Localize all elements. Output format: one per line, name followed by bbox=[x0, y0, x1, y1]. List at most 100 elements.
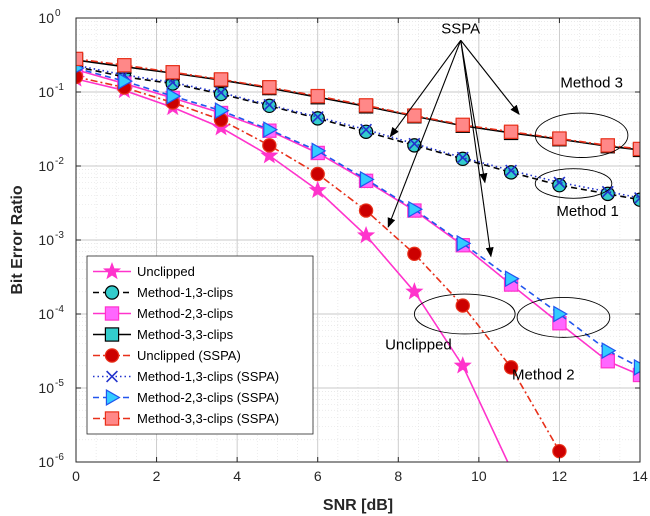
x-tick-label: 10 bbox=[471, 468, 487, 484]
data-point bbox=[600, 186, 615, 202]
y-tick-exponent: -2 bbox=[55, 156, 64, 167]
series-7 bbox=[76, 63, 640, 376]
data-point bbox=[356, 225, 376, 244]
annotation-arrow bbox=[460, 39, 520, 116]
legend-marker bbox=[104, 348, 120, 363]
y-tick-label: 10 bbox=[38, 380, 54, 396]
data-point bbox=[453, 356, 472, 374]
series-8 bbox=[76, 51, 640, 157]
data-point bbox=[117, 58, 132, 73]
y-tick-label: 10 bbox=[38, 10, 54, 26]
data-point bbox=[601, 185, 614, 198]
data-point bbox=[455, 298, 470, 313]
annotation-arrow bbox=[389, 39, 462, 138]
x-axis-title: SNR [dB] bbox=[323, 497, 393, 514]
legend-label: Method-1,3-clips (SSPA) bbox=[137, 369, 279, 384]
data-point bbox=[407, 246, 422, 262]
annotation-ellipse bbox=[534, 168, 613, 199]
legend-entry: Unclipped (SSPA) bbox=[93, 348, 241, 363]
legend-entry: Method-1,3-clips bbox=[93, 285, 234, 300]
annotation-ellipse bbox=[413, 293, 516, 335]
y-tick-exponent: -1 bbox=[55, 82, 64, 93]
data-point bbox=[358, 203, 374, 218]
y-axis-title: Bit Error Ratio bbox=[9, 185, 26, 295]
x-tick-labels: 0 2 4 6 8 10 12 14 bbox=[72, 468, 648, 484]
data-point bbox=[505, 164, 518, 177]
y-tick-exponent: -3 bbox=[55, 230, 64, 241]
data-point bbox=[311, 142, 327, 160]
annotation-arrow bbox=[460, 40, 494, 258]
data-point bbox=[633, 358, 640, 376]
data-point bbox=[455, 117, 470, 133]
y-tick-label: 10 bbox=[38, 158, 54, 174]
data-point bbox=[262, 138, 277, 153]
data-point bbox=[166, 87, 182, 105]
data-point bbox=[553, 176, 566, 189]
legend-entry: Method-2,3-clips (SSPA) bbox=[93, 389, 279, 406]
legend-entry: Unclipped bbox=[93, 261, 195, 280]
y-tick-exponent: -6 bbox=[55, 452, 64, 463]
data-point bbox=[310, 166, 325, 182]
legend-box bbox=[86, 255, 314, 435]
legend-marker bbox=[104, 411, 120, 426]
y-tick-exponent: -5 bbox=[55, 378, 64, 389]
data-point bbox=[262, 80, 277, 95]
annotation-label: Unclipped bbox=[385, 337, 452, 354]
legend-label: Unclipped (SSPA) bbox=[137, 348, 241, 363]
annotation-arrow bbox=[460, 40, 488, 184]
legend-entry: Method-3,3-clips (SSPA) bbox=[93, 411, 279, 426]
data-point bbox=[552, 131, 567, 146]
y-tick-label: 10 bbox=[38, 454, 54, 470]
data-point bbox=[503, 360, 519, 375]
y-tick-exponent: 0 bbox=[55, 8, 61, 19]
legend-label: Unclipped bbox=[137, 264, 195, 279]
series-5 bbox=[76, 69, 567, 459]
legend-marker bbox=[105, 389, 121, 406]
annotation-layer: SSPA Method 3 Method 1 Method 2 Unclipped bbox=[385, 20, 629, 384]
data-point bbox=[407, 138, 422, 153]
data-point bbox=[553, 305, 569, 323]
legend-label: Method-2,3-clips bbox=[137, 306, 234, 321]
data-point bbox=[360, 123, 373, 136]
data-point bbox=[215, 86, 227, 99]
legend-entry: Method-1,3-clips (SSPA) bbox=[93, 369, 279, 384]
data-point bbox=[634, 191, 640, 204]
data-point bbox=[456, 151, 469, 164]
series-line bbox=[76, 78, 509, 462]
annotation-label: Method 2 bbox=[512, 367, 575, 384]
annotation-ellipse bbox=[534, 112, 629, 158]
data-point bbox=[263, 98, 276, 111]
x-tick-label: 14 bbox=[632, 468, 648, 484]
data-point bbox=[213, 72, 229, 87]
series-line bbox=[76, 76, 561, 452]
tick-marks bbox=[75, 17, 641, 463]
data-point bbox=[552, 443, 567, 459]
legend-marker bbox=[102, 261, 122, 280]
data-point bbox=[359, 170, 375, 188]
y-tick-label: 10 bbox=[38, 306, 54, 322]
data-point bbox=[358, 98, 374, 113]
data-point bbox=[405, 282, 424, 300]
legend-label: Method-2,3-clips (SSPA) bbox=[137, 390, 279, 405]
data-point bbox=[408, 137, 421, 150]
data-point bbox=[310, 111, 325, 126]
legend-entry: Method-2,3-clips bbox=[93, 306, 234, 321]
annotation-label: Method 3 bbox=[560, 75, 623, 92]
data-point bbox=[213, 86, 229, 102]
series-layer bbox=[76, 51, 640, 462]
x-tick-label: 6 bbox=[314, 468, 322, 484]
data-point bbox=[504, 270, 520, 288]
data-point bbox=[456, 234, 472, 252]
annotation-arrow bbox=[387, 40, 462, 228]
legend-marker bbox=[104, 327, 120, 342]
data-point bbox=[503, 165, 519, 180]
legend-marker bbox=[104, 306, 120, 321]
data-point bbox=[310, 88, 325, 104]
data-point bbox=[408, 200, 424, 218]
y-tick-label: 10 bbox=[38, 232, 54, 248]
data-point bbox=[600, 138, 615, 153]
legend-marker bbox=[106, 370, 118, 383]
legend-label: Method-1,3-clips bbox=[137, 285, 234, 300]
data-point bbox=[632, 141, 640, 157]
